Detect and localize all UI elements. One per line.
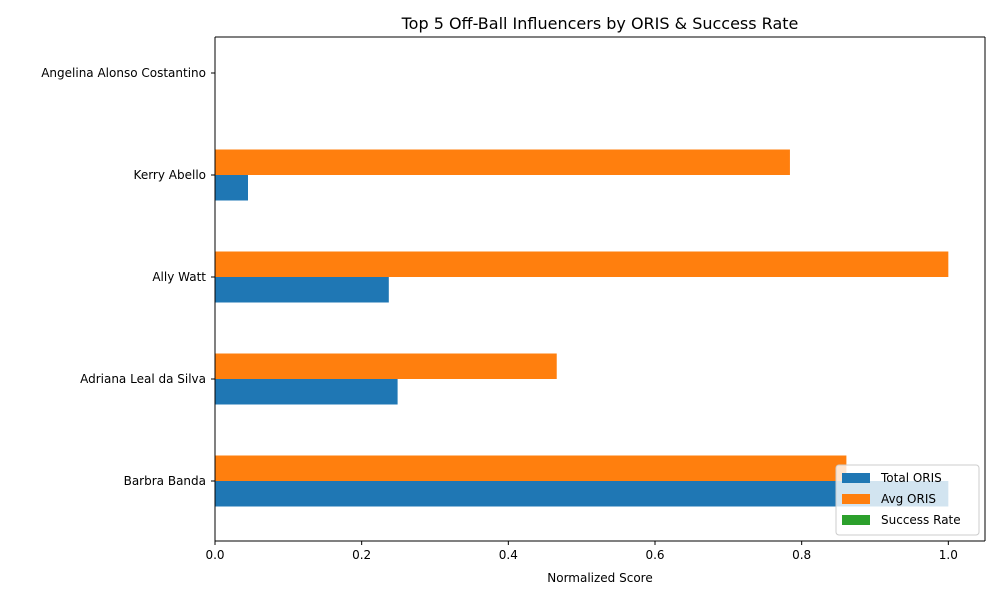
bar-total-oris-ally-watt [215,277,389,303]
legend-frame [835,464,980,536]
bar-total-oris-kerry-abello [215,175,248,201]
y-ticks-group: Angelina Alonso Costantino Kerry Abello Al… [41,66,215,488]
legend-label-total-oris: Total ORIS [880,471,942,485]
axes-group [214,36,986,542]
x-tick-label: 0.0 [205,548,224,562]
x-tick-label: 0.2 [352,548,371,562]
x-tick-label: 0.4 [499,548,518,562]
x-tick-label: 1.0 [939,548,958,562]
legend-swatch-avg-oris [842,494,870,504]
legend-swatch-total-oris [842,473,870,483]
bar-avg-oris-adriana-leal-da-silva [215,353,557,379]
bar-avg-oris-barbra-banda [215,455,847,481]
x-tick-label: 0.8 [792,548,811,562]
chart-title: Top 5 Off-Ball Influencers by ORIS & Suc… [401,14,799,33]
bar-total-oris-barbra-banda [215,481,949,507]
x-tick-label: 0.6 [645,548,664,562]
x-ticks-group: 0.0 0.2 0.4 0.6 0.8 1.0 [205,541,958,562]
bars-group [215,149,949,507]
y-tick-label-angelina-alonso-costantino: Angelina Alonso Costantino [41,66,206,80]
legend: Total ORIS Avg ORIS Success Rate [835,464,980,536]
bar-total-oris-adriana-leal-da-silva [215,379,398,405]
y-tick-label-ally-watt: Ally Watt [152,270,206,284]
bar-avg-oris-ally-watt [215,251,949,277]
y-tick-label-barbra-banda: Barbra Banda [124,474,206,488]
bar-avg-oris-kerry-abello [215,149,790,175]
legend-label-success-rate: Success Rate [881,513,961,527]
x-axis-label: Normalized Score [547,571,652,585]
y-tick-label-kerry-abello: Kerry Abello [134,168,206,182]
y-tick-label-adriana-leal-da-silva: Adriana Leal da Silva [80,372,206,386]
legend-label-avg-oris: Avg ORIS [881,492,936,506]
legend-swatch-success-rate [842,515,870,525]
